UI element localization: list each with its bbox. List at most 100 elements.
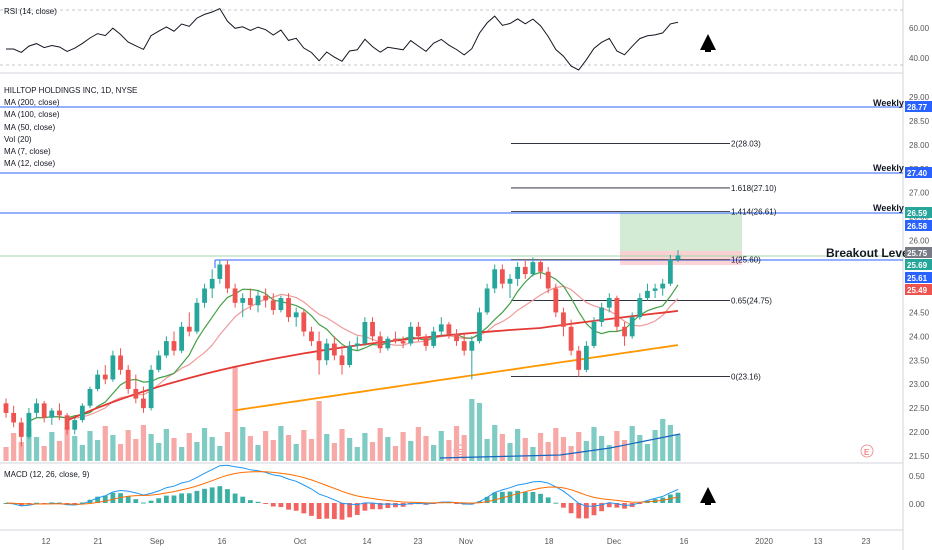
rsi-line	[6, 7, 679, 71]
volume-bar	[408, 441, 414, 461]
macd-histogram-bar	[507, 491, 513, 503]
macd-histogram-bar	[286, 503, 291, 510]
date-tick: 16	[680, 537, 689, 546]
macd-histogram-bar	[568, 503, 574, 514]
volume-bar	[484, 439, 490, 461]
volume-bar	[3, 447, 9, 461]
volume-bar	[324, 434, 330, 461]
price-tick: 23.00	[909, 380, 930, 389]
date-tick: 12	[42, 537, 51, 546]
volume-bar	[461, 435, 467, 461]
candle	[377, 336, 383, 349]
volume-bar	[217, 446, 223, 461]
macd-histogram-bar	[225, 489, 230, 503]
price-tag	[905, 284, 932, 295]
volume-bar	[232, 366, 238, 461]
macd-histogram-bar	[354, 503, 360, 515]
macd-line	[5, 464, 679, 507]
volume-bar	[293, 444, 299, 461]
ma7-line	[28, 271, 679, 422]
candle	[599, 307, 605, 322]
volume-bar	[186, 433, 192, 461]
volume-bar	[400, 432, 406, 461]
volume-bar	[507, 443, 513, 461]
macd-tick-000: 0.00	[909, 500, 925, 509]
candle	[87, 388, 93, 406]
macd-histogram-bar	[247, 500, 253, 503]
candle	[64, 415, 70, 430]
price-tick: 26.00	[909, 237, 930, 246]
candle	[393, 338, 398, 342]
macd-histogram-bar	[362, 503, 368, 511]
macd-histogram-bar	[614, 503, 620, 508]
earnings-icon[interactable]	[860, 444, 874, 458]
macd-histogram-bar	[72, 503, 78, 505]
macd-histogram-bar	[370, 503, 375, 510]
candle	[576, 350, 582, 370]
volume-bar	[263, 431, 269, 461]
fib-label: 1.414(26.61)	[731, 207, 777, 216]
candle	[484, 288, 490, 313]
candle	[667, 259, 673, 284]
candle	[118, 355, 123, 370]
volume-bar	[438, 431, 444, 461]
volume-bar	[537, 433, 544, 461]
target-zone	[620, 213, 742, 257]
price-tag-label: 25.49	[907, 286, 928, 295]
volume-bar	[79, 445, 85, 461]
macd-histogram-bar	[202, 488, 207, 503]
candle	[400, 341, 406, 344]
macd-histogram-bar	[530, 492, 536, 503]
macd-histogram-bar	[331, 503, 337, 520]
macd-histogram-bar	[606, 503, 612, 508]
rsi-tick-60: 60.00	[909, 24, 930, 33]
macd-histogram-bar	[591, 503, 597, 516]
volume-bar	[133, 439, 139, 461]
price-tag-label: 26.58	[907, 222, 928, 231]
fib-label: 0.65(24.75)	[731, 296, 772, 305]
macd-histogram-bar	[553, 502, 559, 504]
candle	[530, 262, 536, 275]
macd-label: MACD (12, 26, close, 9)	[4, 470, 90, 479]
volume-bar	[347, 438, 353, 461]
macd-histogram-bar	[34, 502, 39, 504]
candle	[431, 331, 437, 346]
macd-histogram-bar	[393, 503, 398, 508]
breakout-label: Breakout Level	[826, 246, 912, 260]
candle	[568, 326, 574, 351]
candle	[102, 374, 108, 380]
legend-ma12: MA (12, close)	[4, 159, 55, 168]
candle	[148, 369, 154, 409]
candle	[652, 288, 658, 291]
candle	[538, 262, 543, 272]
macd-histogram-bar	[484, 496, 490, 503]
price-tick: 22.50	[909, 404, 930, 413]
volume-bar	[72, 436, 78, 461]
macd-histogram-bar	[102, 495, 108, 503]
candle	[194, 302, 200, 332]
volume-bar	[331, 443, 337, 461]
macd-histogram-bar	[583, 503, 589, 519]
candle	[354, 343, 360, 346]
volume-bar	[255, 445, 261, 461]
volume-bar	[102, 426, 108, 461]
candle	[79, 405, 85, 421]
price-tag	[905, 220, 932, 231]
candle	[461, 341, 467, 351]
candle	[629, 317, 635, 337]
candle	[26, 412, 32, 437]
date-tick: Sep	[150, 537, 165, 546]
candle	[438, 324, 444, 332]
candle	[675, 255, 681, 260]
ma200-line	[234, 344, 679, 412]
volume-bar	[56, 441, 63, 461]
price-tag-label: 25.69	[907, 261, 928, 270]
candle	[309, 331, 314, 342]
macd-histogram-bar	[156, 498, 162, 503]
volume-bar	[33, 437, 40, 461]
macd-histogram-bar	[194, 490, 200, 503]
candle	[515, 266, 521, 279]
volume-bar	[591, 427, 597, 461]
volume-bar	[308, 439, 315, 461]
